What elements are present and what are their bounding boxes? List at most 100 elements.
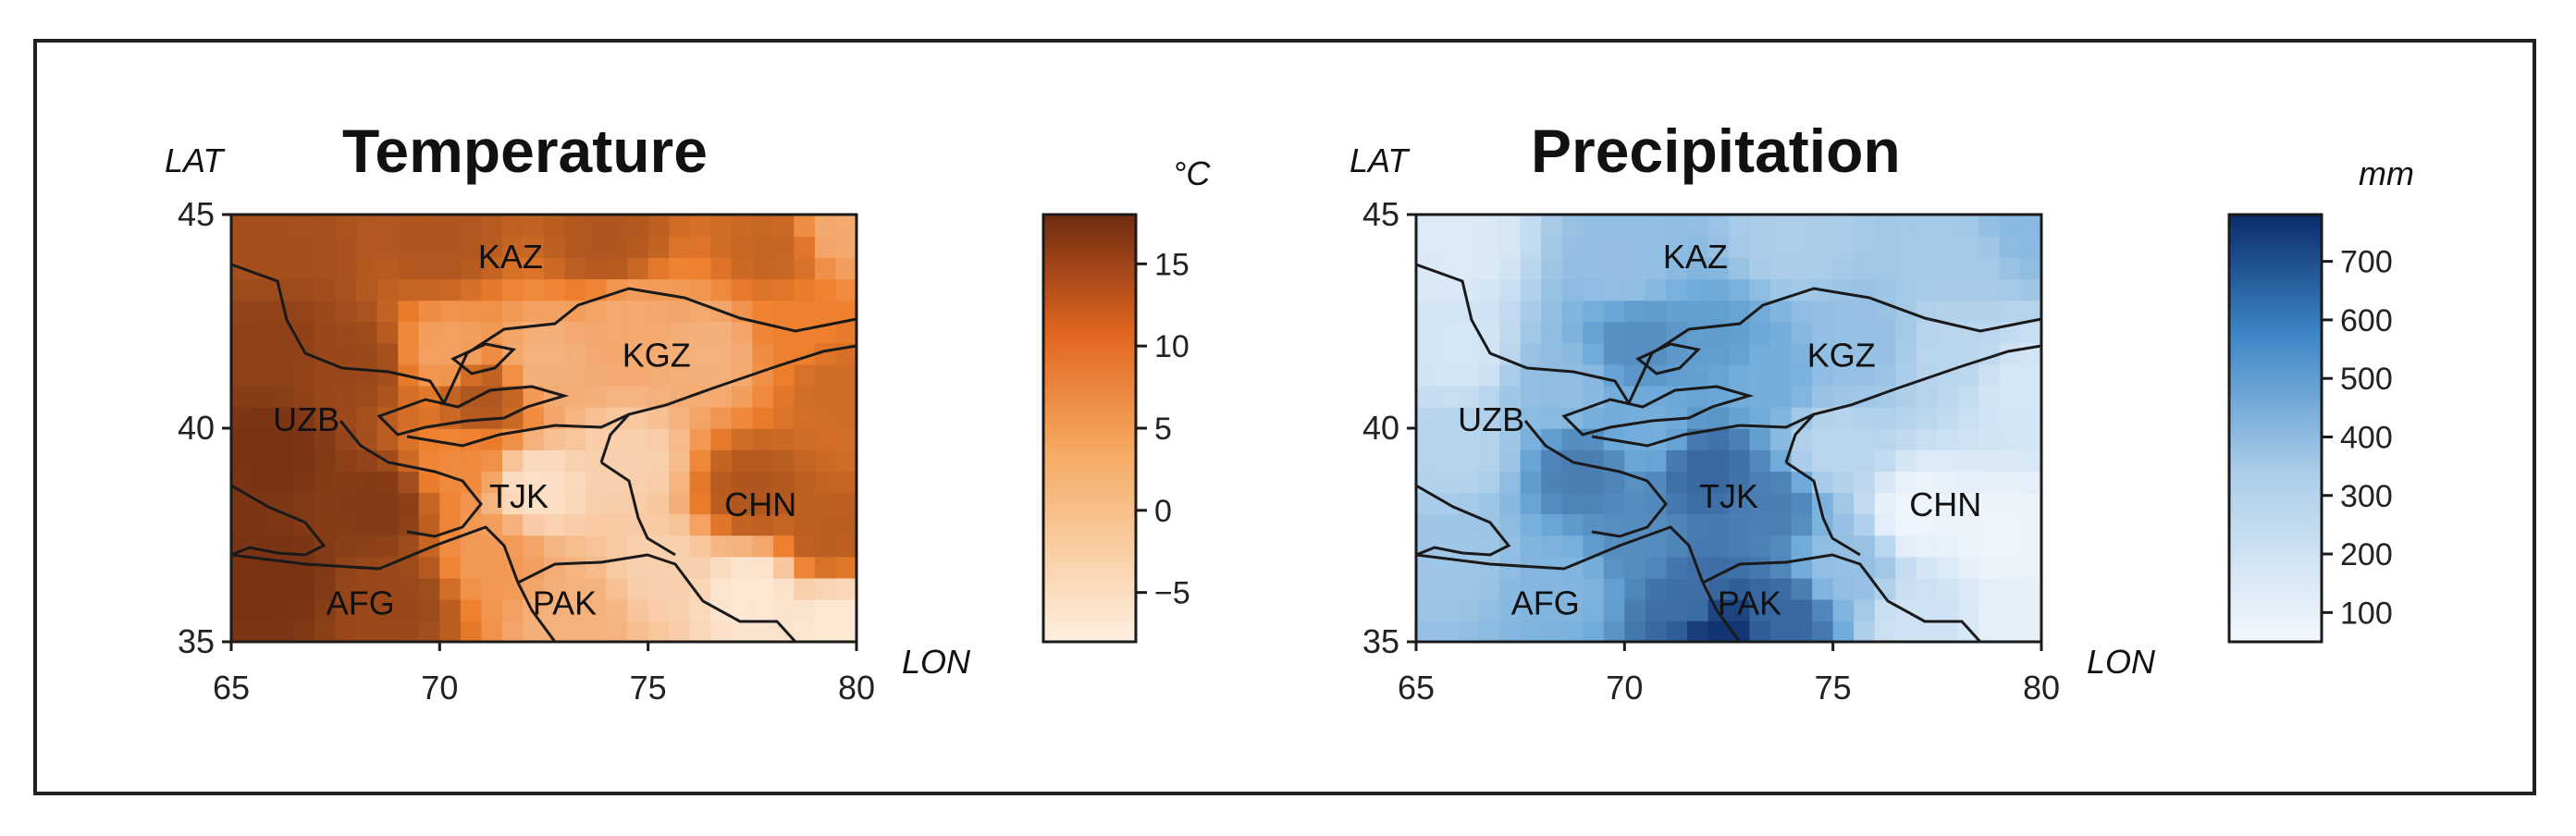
heatmap-cell [669,215,691,237]
heatmap-cell [1854,236,1876,258]
heatmap-cell [481,620,503,642]
heatmap-cell [564,236,586,258]
heatmap-cell [2020,428,2041,450]
heatmap-cell [1749,321,1771,344]
heatmap-cell [2020,406,2041,429]
heatmap-cell [606,236,628,258]
heatmap-cell [252,577,274,600]
heatmap-cell [1749,556,1771,579]
heatmap-cell [2020,321,2041,344]
heatmap-cell [731,385,754,408]
heatmap-cell [814,556,837,579]
heatmap-cell [356,363,378,387]
heatmap-cell [564,471,586,494]
heatmap-cell [669,257,691,280]
heatmap-cell [544,236,566,258]
heatmap-cell [1603,278,1626,301]
heatmap-cell [335,492,357,515]
heatmap-cell [1561,342,1584,365]
heatmap-cell [606,492,628,515]
colorbar-tick-label: 10 [1154,329,1189,364]
heatmap-cell [1978,236,2001,258]
heatmap-cell [1770,449,1793,472]
heatmap-cell [647,471,670,494]
heatmap-cell [689,513,711,536]
heatmap-cell [1812,363,1834,387]
heatmap-cell [418,257,441,280]
heatmap-cell [2020,363,2041,387]
heatmap-cell [1999,449,2022,472]
heatmap-cell [273,513,295,536]
heatmap-cell [314,577,337,600]
heatmap-cell [814,449,837,472]
heatmap-cell [1957,449,1980,472]
heatmap-cell [585,406,608,429]
colorbar-tick-label: 700 [2340,245,2393,280]
heatmap-cell [2020,215,2041,237]
heatmap-cell [1937,449,1959,472]
heatmap-cell [564,278,586,301]
heatmap-cell [689,428,711,450]
colorbar-tick-label: 100 [2340,596,2393,631]
heatmap-cell [689,363,711,387]
heatmap-cell [1791,236,1813,258]
country-label-kaz: KAZ [1663,238,1728,276]
heatmap-cell [1729,449,1751,472]
heatmap-cell [1666,535,1688,558]
heatmap-cell [1978,321,2001,344]
heatmap-cell [627,449,649,472]
heatmap-cell [1770,300,1793,323]
heatmap-cell [1458,620,1480,642]
heatmap-cell [1916,257,1939,280]
heatmap-cell [1499,598,1522,621]
heatmap-cell [1729,556,1751,579]
heatmap-cell [627,363,649,387]
heatmap-cell [376,300,399,323]
heatmap-cell [1436,620,1459,642]
heatmap-cell [335,236,357,258]
heatmap-cell [356,449,378,472]
heatmap-cell [1603,598,1626,621]
heatmap-cell [418,577,441,600]
heatmap-cell [1520,215,1542,237]
heatmap-cell [1645,406,1668,429]
heatmap-cell [814,492,837,515]
heatmap-cell [669,363,691,387]
heatmap-cell [606,342,628,365]
heatmap-cell [1999,492,2022,515]
heatmap-cell [356,385,378,408]
heatmap-cell [647,363,670,387]
heatmap-cell [647,300,670,323]
border-kaz-uzb [231,263,446,404]
heatmap-cell [335,513,357,536]
heatmap-cell [1937,385,1959,408]
heatmap-cell [1520,300,1542,323]
heatmap-cell [1770,428,1793,450]
border-fergana [1561,385,1755,436]
heatmap-cell [1895,342,1917,365]
heatmap-cell [231,363,253,387]
heatmap-cell [460,577,483,600]
heatmap-cell [398,620,420,642]
x-tick-label: 80 [838,669,875,707]
heatmap-cell [2020,471,2041,494]
heatmap-cell [523,300,545,323]
heatmap-cell [772,577,795,600]
heatmap-cell [273,428,295,450]
heatmap-cell [710,321,733,344]
heatmap-cell [1666,257,1688,280]
heatmap-cell [2020,577,2041,600]
heatmap-cell [772,556,795,579]
heatmap-cell [710,620,733,642]
x-tick-label: 80 [2023,669,2060,707]
heatmap-cell [439,492,462,515]
heatmap-cell [1957,492,1980,515]
heatmap-cell [1978,449,2001,472]
heatmap-cell [1624,577,1646,600]
heatmap-cell [1686,598,1709,621]
y-tick-label: 45 [1362,195,1399,233]
heatmap-cell [1458,321,1480,344]
heatmap-cell [314,428,337,450]
heatmap-cell [1603,513,1626,536]
heatmap-cell [544,342,566,365]
